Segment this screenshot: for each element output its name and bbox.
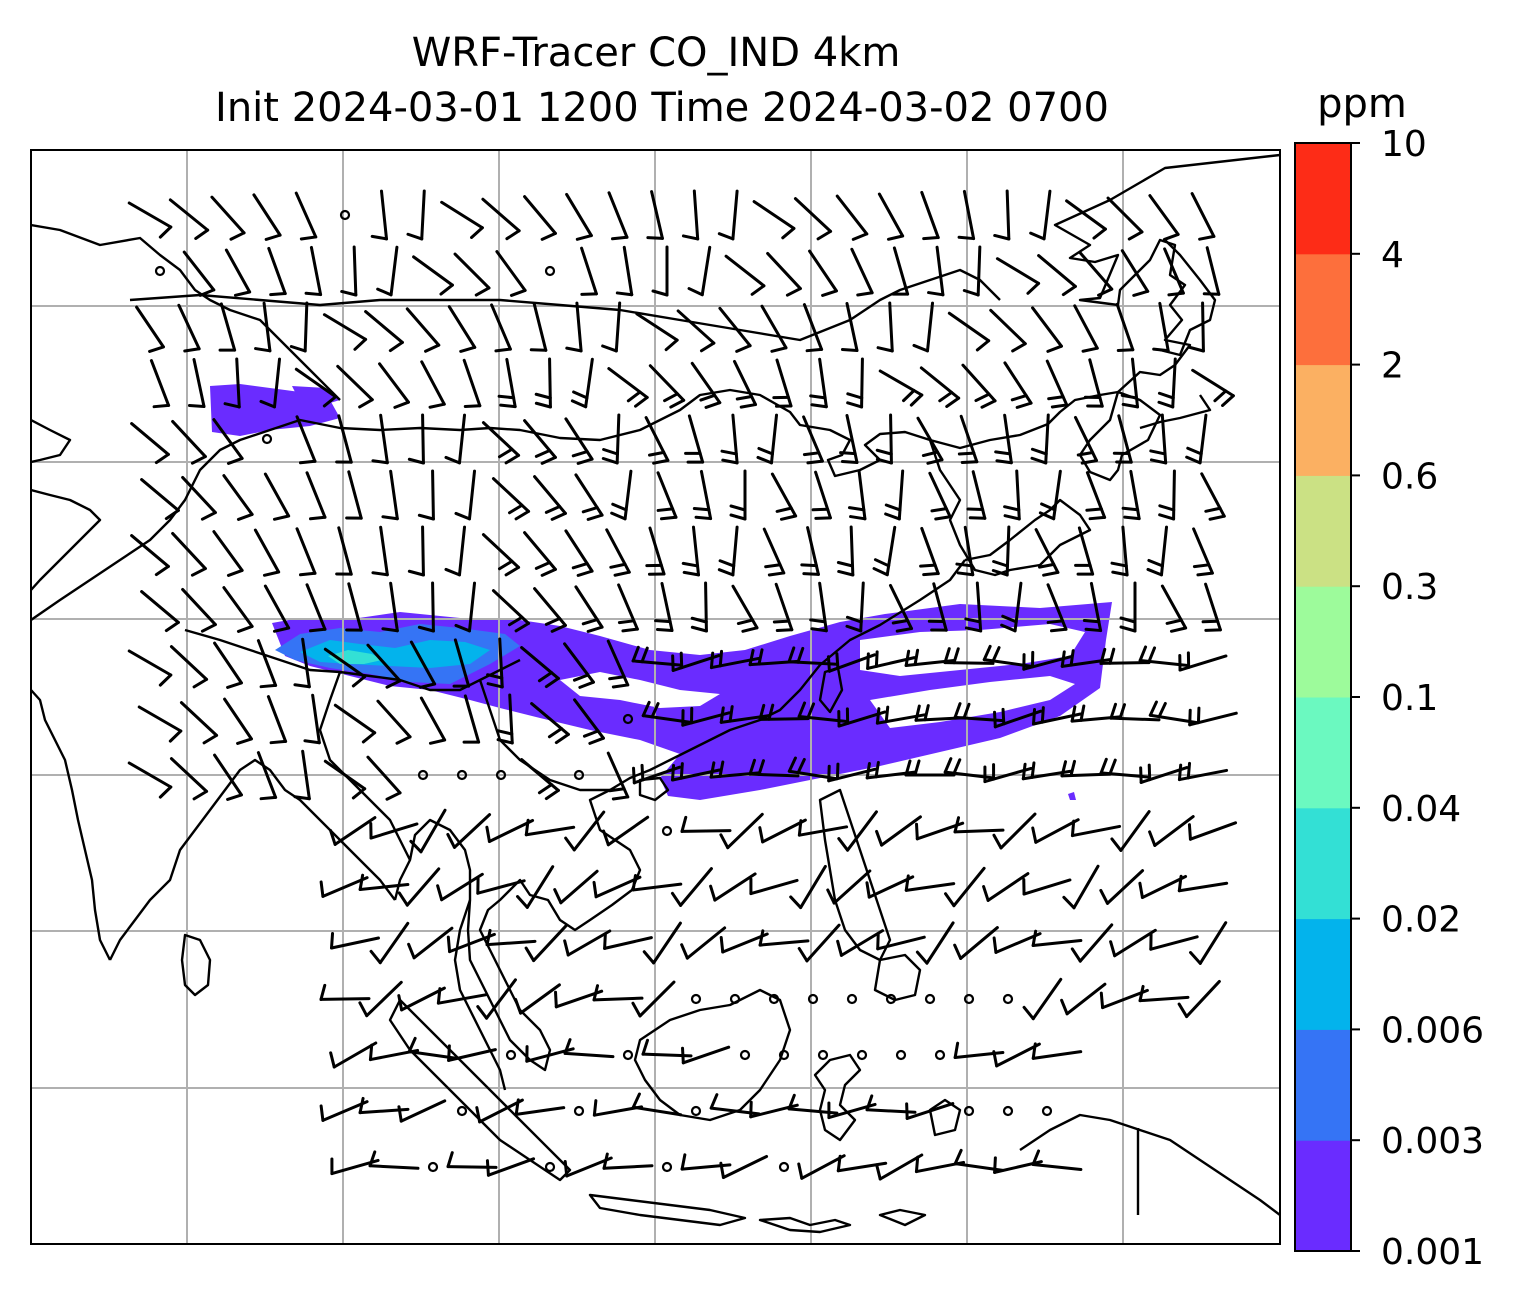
colorbar-segment-1	[1295, 1140, 1351, 1251]
colorbar-segment-9	[1295, 254, 1351, 365]
colorbar-tick-label: 0.04	[1381, 789, 1461, 830]
colorbar-segment-2	[1295, 1029, 1351, 1140]
title-line-1: WRF-Tracer CO_IND 4km	[412, 30, 901, 76]
map-panel	[31, 150, 1280, 1244]
title-line-2: Init 2024-03-01 1200 Time 2024-03-02 070…	[215, 85, 1109, 131]
colorbar-unit-label: ppm	[1317, 81, 1407, 127]
colorbar-tick-label: 0.001	[1381, 1232, 1484, 1273]
colorbar-tick-label: 2	[1381, 346, 1404, 387]
colorbar-tick-label: 0.02	[1381, 900, 1461, 941]
colorbar-tick-label: 4	[1381, 235, 1404, 276]
colorbar-segment-8	[1295, 365, 1351, 476]
colorbar-segment-3	[1295, 919, 1351, 1030]
colorbar: ppm 0.001 0.003 0.006 0.02 0.04 0.1 0.3 0.6 2 4 10	[1295, 81, 1484, 1273]
colorbar-segments	[1295, 143, 1351, 1252]
colorbar-segment-10	[1295, 143, 1351, 254]
colorbar-tick-label: 10	[1381, 124, 1427, 165]
colorbar-tick-label: 0.6	[1381, 456, 1438, 497]
colorbar-tick-label: 0.003	[1381, 1121, 1484, 1162]
colorbar-segment-7	[1295, 475, 1351, 586]
colorbar-segment-5	[1295, 697, 1351, 808]
colorbar-tick-label: 0.1	[1381, 678, 1438, 719]
colorbar-tick-label: 0.006	[1381, 1010, 1484, 1051]
colorbar-segment-4	[1295, 808, 1351, 919]
colorbar-segment-6	[1295, 586, 1351, 697]
colorbar-tick-label: 0.3	[1381, 567, 1438, 608]
colorbar-ticks: 0.001 0.003 0.006 0.02 0.04 0.1 0.3 0.6 2 4 10	[1351, 124, 1484, 1273]
